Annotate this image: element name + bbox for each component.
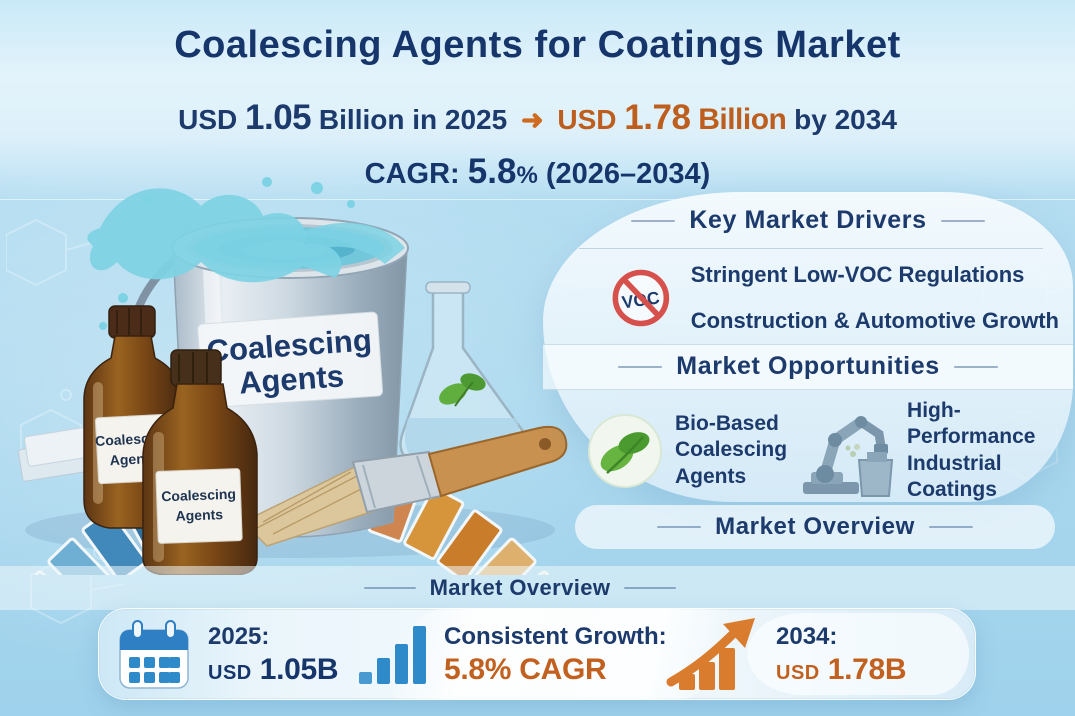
- bar-chart-icon: [359, 626, 426, 684]
- by-2034-label: by 2034: [794, 104, 897, 135]
- drivers-heading: Key Market Drivers: [543, 206, 1073, 235]
- heading-dash: [657, 526, 702, 528]
- page-title: Coalescing Agents for Coatings Market: [174, 24, 901, 66]
- opportunity-item-2: High-Performance Industrial Coatings: [907, 399, 1036, 501]
- usd-label-2034: USD: [557, 104, 617, 135]
- opportunities-band: [543, 344, 1073, 390]
- overview-heading-right-text: Market Overview: [715, 513, 915, 540]
- opportunities-heading: Market Opportunities: [543, 352, 1073, 381]
- amber-bottles: Coalescing Agents Coalescing Agents: [83, 305, 258, 575]
- drivers-row: VOC Stringent Low-VOC Regulations Constr…: [609, 258, 1059, 338]
- no-voc-icon: VOC: [612, 269, 670, 327]
- cagr-label: CAGR:: [364, 158, 460, 190]
- heading-dash: [618, 365, 663, 368]
- value-2034: 1.78: [624, 98, 691, 137]
- amber-bottle-icon: Coalescing Agents: [142, 349, 258, 575]
- swoosh-shape: [747, 613, 969, 695]
- stat-value-prefix: USD: [208, 662, 252, 684]
- stat-label: 2025:: [208, 623, 270, 650]
- calendar-icon: [119, 620, 189, 689]
- driver-item-1: Stringent Low-VOC Regulations: [690, 262, 1025, 287]
- divider: [579, 248, 1043, 249]
- paint-splash-icon: [87, 177, 405, 330]
- billion-2025-label: Billion in 2025: [318, 104, 508, 135]
- cagr-range: (2026–2034): [545, 158, 711, 190]
- cagr-line: CAGR: 5.8% (2026–2034): [0, 152, 1075, 192]
- stat-growth: Consistent Growth: 5.8% CAGR: [357, 609, 667, 699]
- leaf-icon: [588, 413, 662, 488]
- stat-2025: 2025: USD 1.05B: [115, 609, 339, 699]
- header-band: [0, 0, 1075, 200]
- drivers-heading-text: Key Market Drivers: [689, 206, 927, 234]
- bucket-label-line2: Agents: [238, 358, 345, 400]
- heading-dash: [928, 526, 973, 528]
- overview-heading-bottom-text: Market Overview: [429, 575, 611, 600]
- bottle-label-line1: Coalescing: [161, 486, 236, 505]
- stat-value: 1.05B: [259, 653, 339, 686]
- stat-value: 1.78B: [827, 653, 907, 686]
- driver-item-2: Construction & Automotive Growth: [690, 308, 1059, 333]
- opportunity-item-1: Bio-Based Coalescing Agents: [675, 412, 788, 488]
- heading-dash: [953, 365, 998, 368]
- info-panel: Key Market Drivers VOC Stringent Low-VOC…: [543, 192, 1073, 502]
- heading-dash: [363, 587, 416, 589]
- growth-arrow-glyph: ➜: [520, 105, 544, 135]
- paintbrush-icon: [241, 425, 568, 547]
- stat-value-prefix: USD: [776, 662, 820, 684]
- stat-value: 5.8% CAGR: [444, 653, 607, 686]
- overview-heading-bottom: Market Overview: [330, 572, 710, 604]
- value-2025: 1.05: [245, 98, 312, 137]
- market-size-headline: USD 1.05 Billion in 2025 ➜ USD 1.78 Bill…: [0, 98, 1075, 138]
- billion-2034-label: Billion: [698, 103, 787, 136]
- stat-label: Consistent Growth:: [444, 623, 667, 650]
- cagr-value: 5.8: [467, 152, 517, 191]
- bottle-label-line2: Agents: [175, 506, 223, 524]
- stat-2034: 2034: USD 1.78B: [665, 609, 907, 699]
- usd-label: USD: [178, 104, 238, 135]
- opportunities-row: Bio-Based Coalescing Agents High-Perform…: [587, 398, 1065, 503]
- stats-bar: 2025: USD 1.05B Consistent Growth: 5.8% …: [98, 608, 976, 700]
- cagr-percent-sign: %: [516, 162, 538, 189]
- stat-label: 2034:: [776, 623, 838, 650]
- overview-heading-right: Market Overview: [575, 505, 1055, 549]
- growth-arrow-icon: [666, 618, 755, 690]
- overview-strip: [0, 566, 1075, 610]
- heading-dash: [631, 219, 676, 222]
- heading-dash: [940, 219, 985, 222]
- heading-dash: [624, 587, 677, 589]
- opportunities-heading-text: Market Opportunities: [676, 352, 940, 380]
- product-illustration: Coalescing Agents: [17, 177, 568, 575]
- robot-arm-icon: [803, 415, 894, 497]
